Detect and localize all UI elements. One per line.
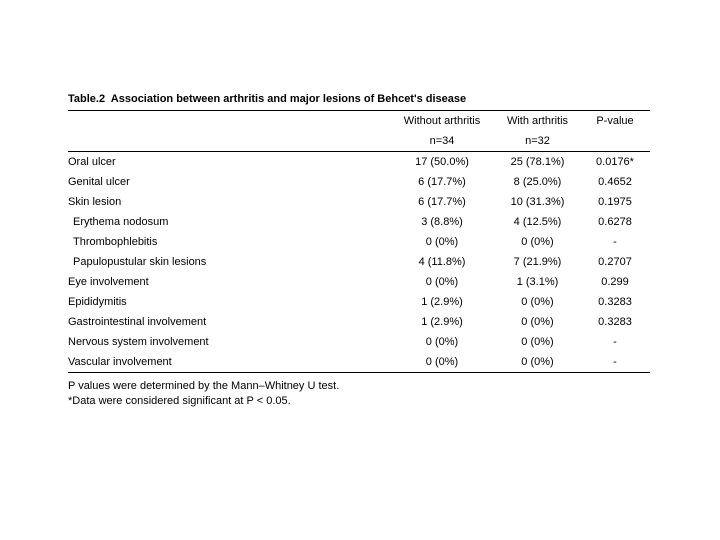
table-row-skin-lesion: Skin lesion 6 (17.7%) 10 (31.3%) 0.1975 [68, 192, 650, 212]
cell-with-arthritis: 10 (31.3%) [510, 196, 565, 208]
table-title: Table.2 Association between arthritis an… [68, 93, 467, 105]
cell-p-value: 0.1975 [598, 196, 632, 208]
cell-p-value: 0.2707 [598, 256, 632, 268]
cell-with-arthritis: 1 (3.1%) [516, 276, 559, 288]
cell-p-value: - [613, 356, 617, 368]
cell-without-arthritis: 1 (2.9%) [421, 316, 463, 328]
cell-without-arthritis: 0 (0%) [425, 236, 459, 248]
cell-with-arthritis: 0 (0%) [521, 336, 554, 348]
subheader-n34: n=34 [429, 135, 455, 147]
cell-without-arthritis: 0 (0%) [425, 336, 459, 348]
table-row-papulopustular-skin-lesions: Papulopustular skin lesions 4 (11.8%) 7 … [68, 252, 650, 272]
cell-p-value: 0.3283 [598, 316, 632, 328]
cell-p-value: 0.299 [601, 276, 629, 288]
cell-p-value: - [613, 236, 617, 248]
table-row-erythema-nodosum: Erythema nodosum 3 (8.8%) 4 (12.5%) 0.62… [68, 212, 650, 232]
column-header-with-arthritis: With arthritis [506, 115, 569, 127]
cell-with-arthritis: 0 (0%) [521, 356, 554, 368]
cell-with-arthritis: 0 (0%) [521, 316, 554, 328]
cell-without-arthritis: 1 (2.9%) [421, 296, 463, 308]
cell-without-arthritis: 17 (50.0%) [415, 156, 469, 168]
cell-with-arthritis: 4 (12.5%) [513, 216, 562, 228]
cell-without-arthritis: 0 (0%) [425, 356, 459, 368]
table-header: Without arthritis With arthritis P-value… [68, 111, 650, 152]
cell-with-arthritis: 7 (21.9%) [513, 256, 562, 268]
table-row-thrombophlebitis: Thrombophlebitis 0 (0%) 0 (0%) - [68, 232, 650, 252]
cell-p-value: 0.0176* [596, 156, 634, 168]
table-footnotes: P values were determined by the Mann–Whi… [68, 379, 650, 409]
table-row-vascular-involvement: Vascular involvement 0 (0%) 0 (0%) - [68, 352, 650, 372]
table-row-epididymitis: Epididymitis 1 (2.9%) 0 (0%) 0.3283 [68, 292, 650, 312]
table-row-genital-ulcer: Genital ulcer 6 (17.7%) 8 (25.0%) 0.4652 [68, 172, 650, 192]
cell-with-arthritis: 0 (0%) [521, 236, 554, 248]
row-label: Genital ulcer [68, 176, 130, 188]
cell-without-arthritis: 6 (17.7%) [418, 196, 466, 208]
header-row-1: Without arthritis With arthritis P-value [68, 111, 650, 131]
cell-with-arthritis: 8 (25.0%) [513, 176, 562, 188]
row-label: Erythema nodosum [73, 216, 169, 228]
column-header-p-value: P-value [596, 115, 634, 127]
row-label: Thrombophlebitis [73, 236, 158, 248]
column-header-without-arthritis: Without arthritis [403, 115, 481, 127]
cell-without-arthritis: 0 (0%) [425, 276, 459, 288]
cell-p-value: 0.3283 [598, 296, 632, 308]
cell-without-arthritis: 6 (17.7%) [418, 176, 466, 188]
row-label: Eye involvement [68, 276, 149, 288]
cell-with-arthritis: 25 (78.1%) [510, 156, 565, 168]
table2-container: Table.2 Association between arthritis an… [68, 92, 650, 409]
footnote-method: P values were determined by the Mann–Whi… [68, 380, 340, 392]
footnote-significance: *Data were considered significant at P <… [68, 395, 291, 407]
row-label: Skin lesion [68, 196, 122, 208]
cell-p-value: 0.6278 [598, 216, 632, 228]
cell-p-value: 0.4652 [598, 176, 632, 188]
row-label: Gastrointestinal involvement [68, 316, 207, 328]
cell-p-value: - [613, 336, 617, 348]
cell-without-arthritis: 3 (8.8%) [421, 216, 463, 228]
table-row-eye-involvement: Eye involvement 0 (0%) 1 (3.1%) 0.299 [68, 272, 650, 292]
row-label: Oral ulcer [68, 156, 116, 168]
row-label: Papulopustular skin lesions [73, 256, 207, 268]
subheader-n32: n=32 [525, 135, 550, 147]
table2: Without arthritis With arthritis P-value… [68, 110, 650, 373]
header-row-2: n=34 n=32 [68, 131, 650, 151]
table-row-gastrointestinal-involvement: Gastrointestinal involvement 1 (2.9%) 0 … [68, 312, 650, 332]
table-row-oral-ulcer: Oral ulcer 17 (50.0%) 25 (78.1%) 0.0176* [68, 152, 650, 172]
cell-without-arthritis: 4 (11.8%) [418, 256, 466, 268]
row-label: Nervous system involvement [68, 336, 209, 348]
cell-with-arthritis: 0 (0%) [521, 296, 554, 308]
table-row-nervous-system-involvement: Nervous system involvement 0 (0%) 0 (0%)… [68, 332, 650, 352]
row-label: Vascular involvement [68, 356, 172, 368]
row-label: Epididymitis [68, 296, 127, 308]
